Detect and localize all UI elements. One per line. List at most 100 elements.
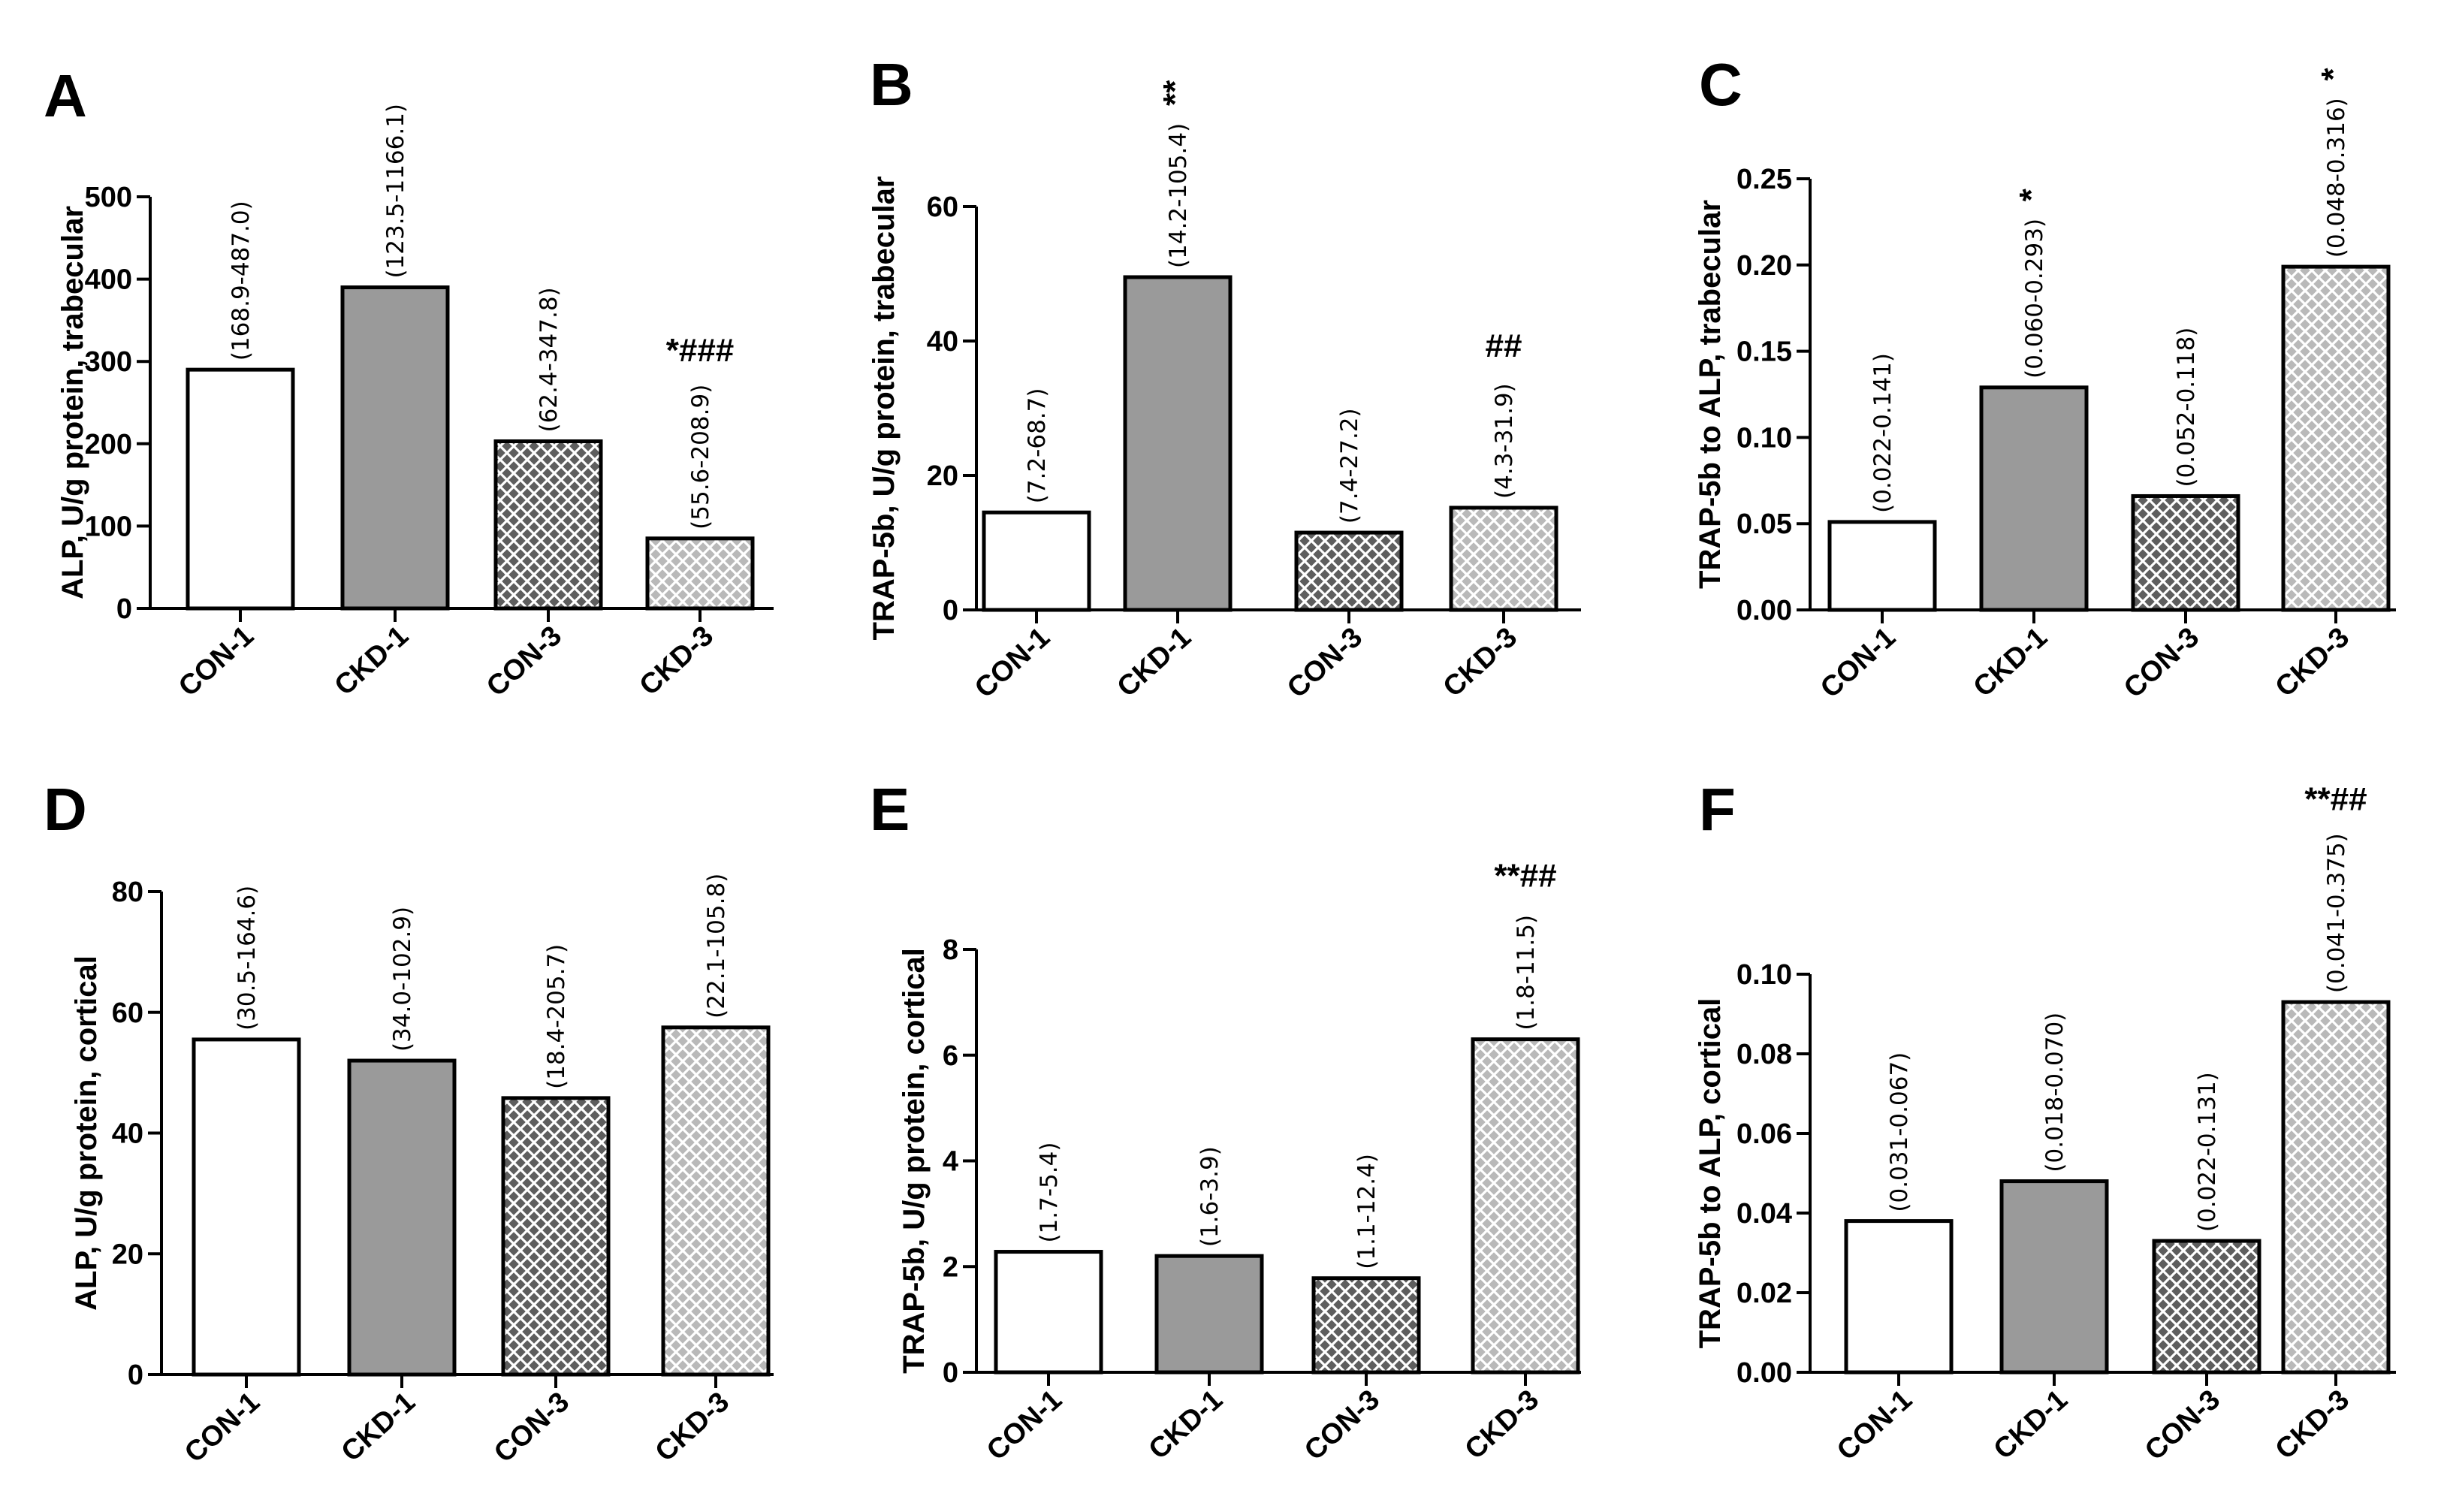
category-label: CON-3 [1281, 621, 1368, 704]
bar-ckd-1 [1123, 275, 1233, 612]
category-label: CKD-3 [2270, 1384, 2355, 1465]
y-tick-label: 300 [85, 346, 132, 378]
panel-a: A ALP, U/g protein, trabecular 0 100 200 300 4… [44, 62, 774, 703]
y-tick-label: 4 [943, 1146, 958, 1178]
category-label: CON-1 [969, 621, 1056, 704]
y-tick-label: 0.04 [1736, 1198, 1792, 1230]
range-label: (0.041-0.375) [2323, 833, 2350, 993]
bar-ckd-3 [2281, 1000, 2391, 1375]
y-tick-label: 40 [112, 1118, 143, 1150]
y-tick-label: 0.20 [1736, 250, 1792, 282]
panel-letter-b: B [870, 51, 913, 118]
significance-marker: *### [666, 332, 735, 369]
category-label: CKD-1 [329, 620, 415, 702]
bar-ckd-1 [1154, 1254, 1264, 1375]
range-label: (123.5-1166.1) [382, 104, 409, 279]
y-tick-label: 0.08 [1736, 1039, 1792, 1070]
bar-ckd-3 [1449, 506, 1558, 612]
bar-con-3 [1294, 530, 1404, 612]
category-label: CKD-1 [1988, 1384, 2074, 1465]
range-label: (1.6-3.9) [1196, 1146, 1224, 1247]
category-label: CKD-1 [1968, 621, 2053, 703]
bar-ckd-1 [340, 285, 450, 611]
range-label: (4.3-31.9) [1491, 383, 1518, 499]
bar-con-1 [994, 1250, 1103, 1375]
y-tick-label: 0.00 [1736, 595, 1792, 626]
y-tick-label: 40 [927, 326, 958, 358]
category-label: CON-3 [488, 1386, 575, 1468]
y-tick-label: 200 [85, 429, 132, 460]
range-label: (7.4-27.2) [1336, 408, 1363, 524]
bar-con-1 [1827, 520, 1937, 612]
bar-con-3 [493, 439, 603, 611]
bar-ckd-3 [645, 536, 755, 611]
y-tick-label: 0.15 [1736, 337, 1792, 368]
significance-marker: * [2013, 188, 2050, 201]
category-label: CKD-3 [1438, 621, 1523, 703]
bar-con-1 [192, 1037, 301, 1377]
category-label: CON-3 [481, 620, 568, 702]
bar-ckd-1 [347, 1058, 457, 1377]
category-label: CKD-3 [2270, 621, 2355, 703]
significance-marker: * [2315, 68, 2352, 81]
panel-letter-c: C [1699, 51, 1742, 118]
panel-f: F TRAP-5b to ALP, cortical 0.00 0.02 0.04 0.0… [1694, 776, 2396, 1467]
bar-ckd-1 [1979, 385, 2089, 612]
category-label: CON-3 [1299, 1384, 1386, 1466]
y-tick-label: 0.05 [1736, 509, 1792, 540]
range-label: (0.048-0.316) [2323, 98, 2350, 258]
range-label: (1.7-5.4) [1036, 1142, 1063, 1243]
significance-marker: ## [1486, 327, 1522, 364]
y-axis-label: TRAP-5b to ALP, cortical [1694, 998, 1727, 1349]
range-label: (1.8-11.5) [1513, 915, 1540, 1031]
category-label: CKD-3 [634, 620, 720, 702]
range-label: (22.1-105.8) [703, 874, 730, 1019]
y-tick-label: 60 [927, 192, 958, 223]
y-tick-label: 0.10 [1736, 959, 1792, 991]
bar-ckd-1 [1999, 1179, 2109, 1375]
significance-marker: **## [2304, 781, 2367, 818]
y-axis-label: ALP, U/g protein, cortical [70, 955, 103, 1311]
category-label: CON-3 [2139, 1384, 2226, 1466]
bar-ckd-3 [661, 1025, 771, 1377]
range-label: (0.052-0.118) [2173, 327, 2200, 487]
panel-letter-f: F [1699, 776, 1736, 843]
y-tick-label: 20 [112, 1239, 143, 1270]
range-label: (1.1-12.4) [1353, 1154, 1380, 1269]
y-tick-label: 20 [927, 460, 958, 492]
bar-con-3 [501, 1096, 611, 1377]
y-axis-label: TRAP-5b, U/g protein, trabecular [867, 177, 901, 641]
y-tick-label: 80 [112, 877, 143, 908]
category-label: CON-1 [179, 1386, 266, 1468]
y-tick-label: 400 [85, 264, 132, 296]
y-axis-label: TRAP-5b to ALP, trabecular [1694, 200, 1727, 589]
bar-con-1 [1844, 1219, 1954, 1375]
range-label: (34.0-102.9) [389, 907, 416, 1052]
y-tick-label: 0.25 [1736, 164, 1792, 195]
bar-con-1 [982, 510, 1091, 612]
range-label: (14.2-105.4) [1165, 123, 1192, 268]
y-axis-label: ALP, U/g protein, trabecular [56, 206, 89, 599]
category-label: CON-1 [1815, 621, 1902, 704]
y-tick-label: 6 [943, 1040, 958, 1072]
range-label: (0.022-0.141) [1869, 353, 1896, 513]
significance-marker: **## [1494, 858, 1556, 895]
category-label: CKD-3 [650, 1386, 735, 1468]
category-label: CKD-1 [1112, 621, 1197, 703]
range-label: (7.2-68.7) [1024, 388, 1051, 504]
range-label: (55.6-208.9) [687, 385, 714, 530]
y-tick-label: 0 [128, 1360, 143, 1391]
panel-c: C TRAP-5b to ALP, trabecular 0.00 0.05 0.10 0… [1694, 51, 2396, 705]
category-label: CKD-1 [1143, 1384, 1229, 1465]
y-tick-label: 0 [116, 593, 132, 625]
y-tick-label: 0 [943, 1357, 958, 1389]
bar-con-3 [2131, 493, 2240, 612]
panel-letter-e: E [870, 776, 910, 843]
category-label: CON-1 [981, 1384, 1068, 1466]
category-label: CON-3 [2118, 621, 2205, 704]
y-tick-label: 60 [112, 997, 143, 1029]
y-tick-label: 2 [943, 1251, 958, 1283]
category-label: CKD-1 [336, 1386, 421, 1468]
